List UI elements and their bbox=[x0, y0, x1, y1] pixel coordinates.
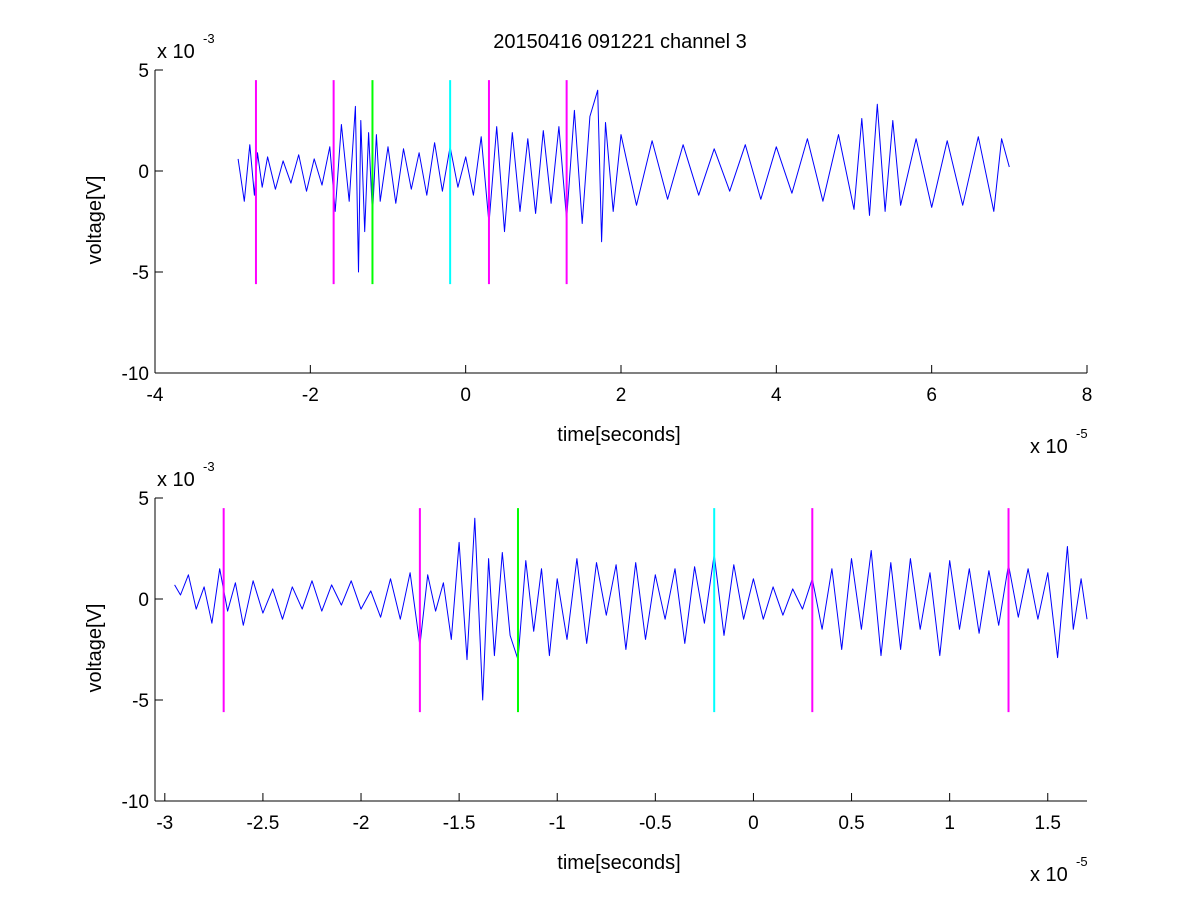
x-tick-label: -3 bbox=[156, 813, 173, 834]
y-tick-label: 0 bbox=[138, 590, 149, 611]
y-axis-label: voltage[V] bbox=[84, 604, 106, 693]
x-axis-label: time[seconds] bbox=[557, 852, 680, 874]
x-tick-label: -2 bbox=[302, 385, 319, 406]
x-tick-label: -4 bbox=[147, 385, 164, 406]
x-tick-label: 0 bbox=[748, 813, 759, 834]
chart-title: 20150416 091221 channel 3 bbox=[493, 31, 747, 53]
x-tick-label: -2 bbox=[353, 813, 370, 834]
x-tick-label: -1.5 bbox=[443, 813, 476, 834]
x-tick-label: 1.5 bbox=[1035, 813, 1061, 834]
x-multiplier: x 10 bbox=[1030, 864, 1068, 886]
x-tick-label: -0.5 bbox=[639, 813, 672, 834]
x-tick-label: 4 bbox=[771, 385, 782, 406]
y-tick-label: 5 bbox=[138, 61, 149, 82]
x-tick-label: 0 bbox=[460, 385, 471, 406]
y-multiplier-exponent: -3 bbox=[203, 31, 215, 46]
y-tick-label: -10 bbox=[122, 364, 149, 385]
x-multiplier-exponent: -5 bbox=[1076, 854, 1088, 869]
x-tick-label: 8 bbox=[1082, 385, 1093, 406]
x-tick-label: 0.5 bbox=[838, 813, 864, 834]
x-tick-label: 1 bbox=[944, 813, 955, 834]
x-multiplier-exponent: -5 bbox=[1076, 426, 1088, 441]
x-multiplier: x 10 bbox=[1030, 436, 1068, 458]
y-tick-label: -5 bbox=[132, 263, 149, 284]
x-tick-label: 2 bbox=[616, 385, 627, 406]
signal-line bbox=[237, 89, 1010, 273]
y-multiplier: x 10 bbox=[157, 41, 195, 63]
bottom-plot: -3 -2.5 -2 -1.5 -1 -0.5 0 0.5 1 1.5 -10 -5 0 5 x 10 -3 x… bbox=[84, 459, 1088, 886]
y-multiplier: x 10 bbox=[157, 469, 195, 491]
y-multiplier-exponent: -3 bbox=[203, 459, 215, 474]
x-axis-label: time[seconds] bbox=[557, 424, 680, 446]
x-tick-label: -2.5 bbox=[247, 813, 280, 834]
y-tick-label: 5 bbox=[138, 489, 149, 510]
y-tick-label: 0 bbox=[138, 162, 149, 183]
y-tick-label: -5 bbox=[132, 691, 149, 712]
signal-line bbox=[174, 517, 1088, 701]
top-plot: -4 -2 0 2 4 6 8 -10 -5 0 5 x 10 -3 x 10 -5 time[seconds… bbox=[84, 31, 1092, 458]
x-tick-label: -1 bbox=[549, 813, 566, 834]
x-tick-label: 6 bbox=[926, 385, 937, 406]
y-axis-label: voltage[V] bbox=[84, 176, 106, 265]
y-tick-label: -10 bbox=[122, 792, 149, 813]
